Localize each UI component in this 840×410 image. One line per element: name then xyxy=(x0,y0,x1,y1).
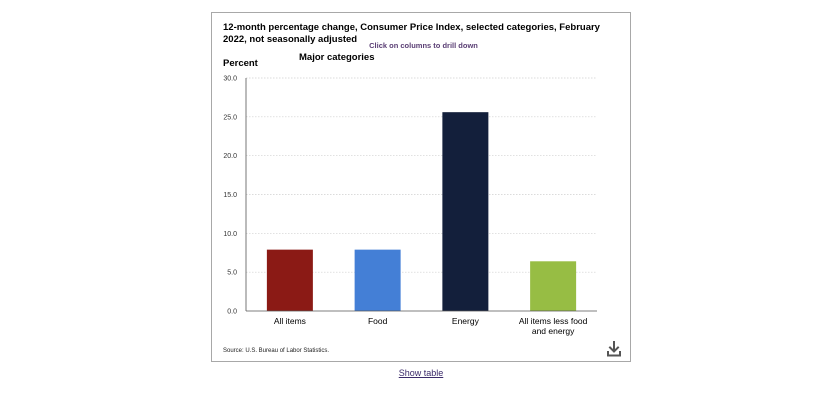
x-tick-label: Food xyxy=(368,316,388,326)
chart-title: 12-month percentage change, Consumer Pri… xyxy=(223,22,600,45)
bar-all-items[interactable] xyxy=(266,249,313,311)
y-tick-label: 25.0 xyxy=(223,114,237,121)
y-tick-label: 0.0 xyxy=(227,309,237,316)
y-tick-label: 5.0 xyxy=(227,270,237,277)
x-tick-label: and energy xyxy=(532,326,575,336)
y-tick-label: 15.0 xyxy=(223,192,237,199)
chart-container: 12-month percentage change, Consumer Pri… xyxy=(211,12,631,362)
drill-down-hint: Click on columns to drill down xyxy=(369,41,478,50)
bars[interactable] xyxy=(266,112,577,311)
axes: 0.0 5.0 10.0 15.0 20.0 25.0 30.0 xyxy=(223,76,597,316)
y-tick-label: 10.0 xyxy=(223,231,237,238)
series-label: Major categories xyxy=(299,52,375,63)
source-note: Source: U.S. Bureau of Labor Statistics. xyxy=(223,348,330,354)
y-tick-label: 30.0 xyxy=(223,76,237,83)
x-tick-label: All items less food xyxy=(519,316,588,326)
bar-food[interactable] xyxy=(354,249,401,311)
gridlines xyxy=(246,77,597,273)
y-axis-title: Percent xyxy=(223,58,259,69)
download-icon[interactable] xyxy=(606,341,622,357)
x-tick-label: Energy xyxy=(452,316,480,326)
x-tick-label: All items xyxy=(274,316,306,326)
labels: Percent Major categories All items Food Ener… xyxy=(223,52,588,336)
bar-chart: 0.0 5.0 10.0 15.0 20.0 25.0 30.0 Percent Major … xyxy=(223,52,597,336)
y-tick-label: 20.0 xyxy=(223,153,237,160)
show-table-link[interactable]: Show table xyxy=(398,368,444,378)
bar-all-items-less-food-and-energy[interactable] xyxy=(530,261,577,311)
bar-energy[interactable] xyxy=(442,112,489,311)
